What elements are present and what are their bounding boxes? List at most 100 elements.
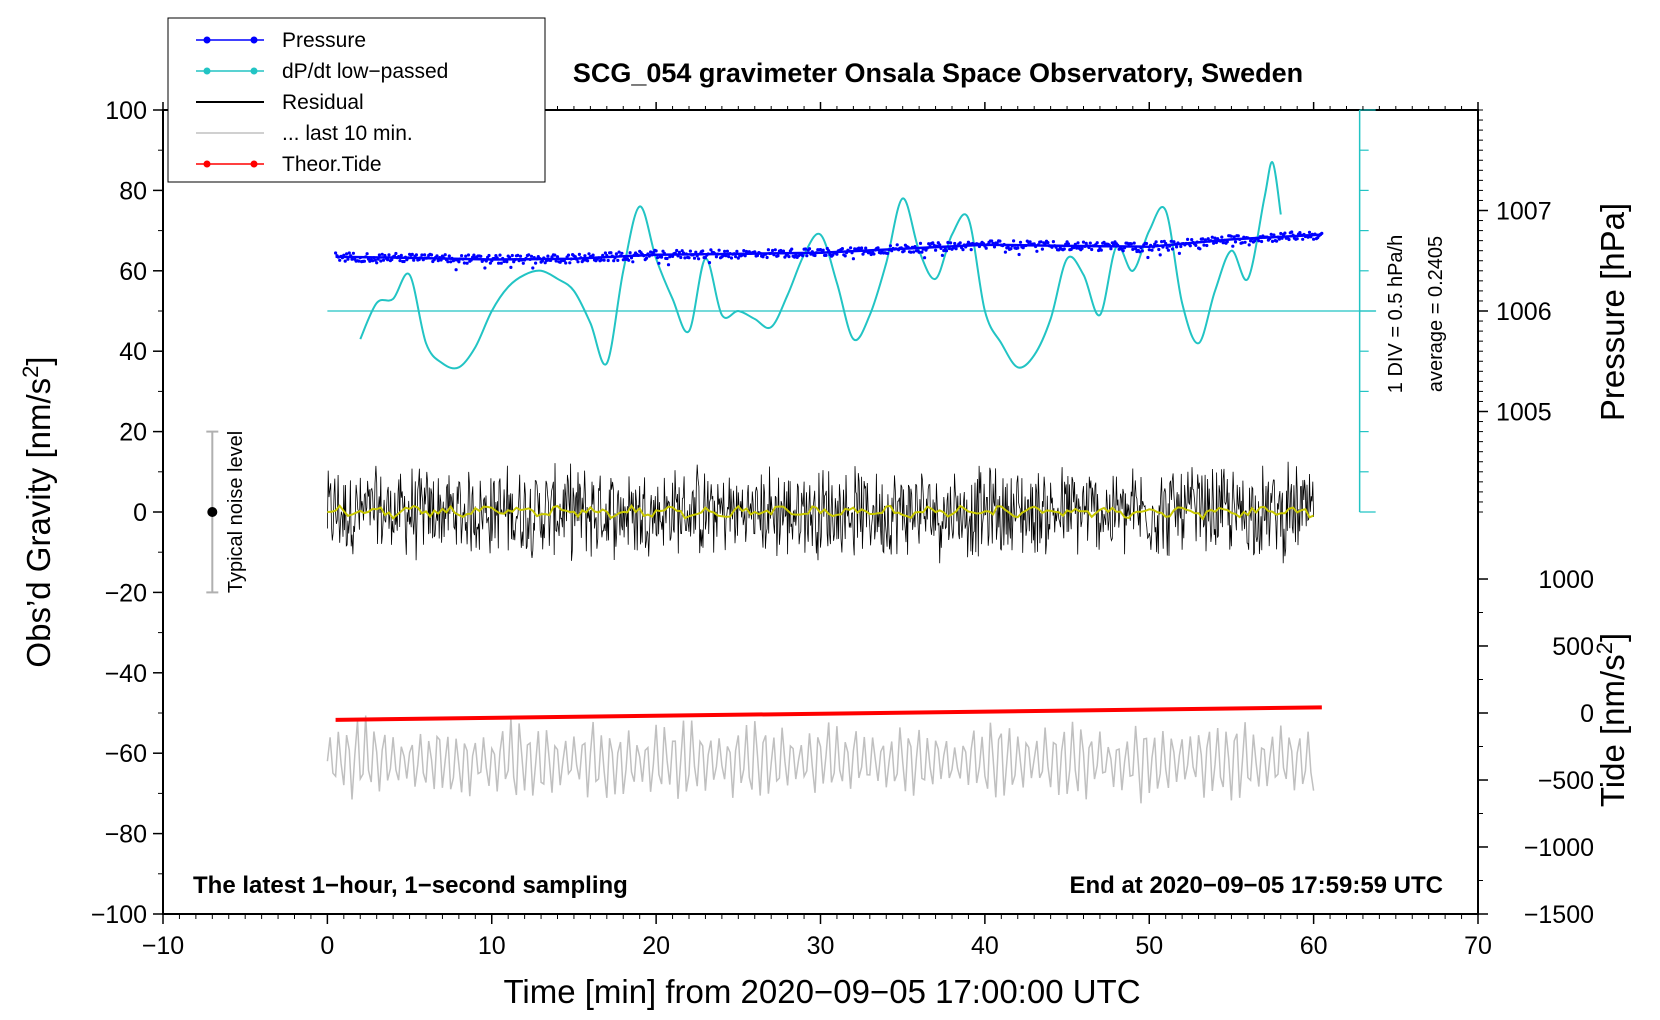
- pressure-point: [472, 253, 476, 257]
- pressure-point: [553, 253, 557, 257]
- pressure-point: [509, 265, 513, 269]
- pressure-point: [1243, 240, 1247, 244]
- pressure-point: [860, 246, 864, 250]
- pressure-point: [709, 248, 713, 252]
- legend-label: Pressure: [282, 29, 366, 52]
- pressure-tick-label: 1006: [1496, 298, 1552, 326]
- pressure-point: [1147, 248, 1151, 252]
- pressure-point: [918, 241, 923, 245]
- footer-left-note: The latest 1−hour, 1−second sampling: [193, 872, 628, 899]
- gravity-series-layer: [206, 109, 1377, 804]
- pressure-point: [351, 251, 355, 255]
- pressure-point: [1146, 255, 1150, 260]
- x-tick-label: 60: [1300, 932, 1328, 960]
- pressure-point: [617, 250, 621, 254]
- tide-tick-label: 1000: [1538, 566, 1594, 594]
- pressure-point: [931, 241, 935, 245]
- pressure-point: [761, 255, 765, 259]
- legend: Pressure dP/dt low−passed Residual ... last…: [167, 17, 546, 183]
- pressure-point: [362, 259, 366, 263]
- pressure-point: [934, 248, 938, 252]
- pressure-point: [729, 256, 734, 260]
- pressure-point: [840, 247, 845, 251]
- pressure-point: [1213, 236, 1217, 240]
- pressure-point: [1205, 243, 1209, 248]
- x-tick-label: 30: [807, 932, 835, 960]
- pressure-point: [771, 248, 775, 253]
- pressure-point: [627, 258, 631, 262]
- pressure-point: [527, 253, 531, 257]
- pressure-point: [487, 253, 491, 258]
- pressure-point: [1253, 239, 1257, 243]
- x-tick-label: 20: [642, 932, 670, 960]
- pressure-point: [1131, 247, 1135, 251]
- pressure-point: [603, 251, 608, 255]
- tide-tick-label: 0: [1580, 700, 1594, 728]
- pressure-point: [886, 251, 890, 255]
- series-residual: [327, 461, 1314, 564]
- pressure-point: [1275, 239, 1279, 243]
- pressure-point: [1150, 248, 1154, 252]
- series-last-10-min: [326, 715, 1315, 804]
- pressure-point: [694, 250, 698, 254]
- dpdt-average-note: average = 0.2405: [1425, 236, 1447, 392]
- pressure-point: [1109, 247, 1113, 251]
- x-tick-label: 0: [320, 932, 334, 960]
- y-tick-label: 40: [119, 338, 147, 366]
- pressure-point: [765, 255, 769, 260]
- pressure-point: [701, 249, 705, 253]
- pressure-point: [958, 241, 962, 245]
- pressure-point: [577, 252, 582, 256]
- pressure-point: [449, 260, 453, 264]
- pressure-point: [379, 259, 383, 263]
- pressure-point: [902, 249, 906, 253]
- pressure-point: [1066, 242, 1070, 246]
- pressure-point: [734, 255, 738, 259]
- pressure-point: [1232, 235, 1236, 239]
- pressure-point: [516, 253, 520, 257]
- pressure-point: [821, 248, 825, 252]
- pressure-point: [1202, 243, 1206, 247]
- pressure-point: [654, 249, 658, 253]
- pressure-point: [692, 256, 697, 260]
- pressure-point: [1165, 246, 1169, 250]
- pressure-axis-title: Pressure [hPa]: [1594, 203, 1631, 421]
- pressure-point: [851, 257, 856, 261]
- pressure-point: [725, 249, 730, 253]
- pressure-point: [1160, 240, 1164, 244]
- pressure-point: [888, 244, 893, 248]
- pressure-tick-label: 1007: [1496, 198, 1552, 226]
- pressure-point: [1270, 239, 1275, 243]
- pressure-point: [1194, 243, 1198, 247]
- pressure-point: [1190, 238, 1194, 242]
- chart-title: SCG_054 gravimeter Onsala Space Observat…: [573, 58, 1303, 88]
- pressure-point: [666, 263, 671, 267]
- pressure-point: [920, 250, 924, 254]
- pressure-point: [688, 249, 693, 253]
- pressure-point: [466, 253, 471, 257]
- pressure-point: [1198, 247, 1202, 251]
- pressure-point: [714, 255, 719, 259]
- pressure-point: [1090, 247, 1094, 252]
- pressure-point: [1039, 240, 1043, 244]
- pressure-point: [1229, 234, 1233, 238]
- pressure-point: [861, 252, 865, 256]
- series-dpdt: [359, 161, 1282, 370]
- pressure-point: [773, 248, 777, 252]
- pressure-point: [620, 251, 624, 255]
- tide-tick-label: −1000: [1524, 834, 1594, 862]
- pressure-point: [998, 239, 1002, 243]
- pressure-point: [1236, 234, 1240, 238]
- legend-items: Pressure dP/dt low−passed Residual ... last…: [196, 29, 448, 176]
- y-tick-label: −20: [105, 579, 147, 607]
- pressure-point: [1233, 240, 1238, 244]
- pressure-point: [1062, 247, 1066, 251]
- pressure-point: [621, 258, 625, 262]
- pressure-point: [1186, 237, 1190, 241]
- pressure-point: [587, 252, 591, 256]
- pressure-point: [1144, 241, 1149, 246]
- y-tick-label: −80: [105, 821, 147, 849]
- x-tick-label: 70: [1464, 932, 1492, 960]
- pressure-point: [1084, 241, 1088, 245]
